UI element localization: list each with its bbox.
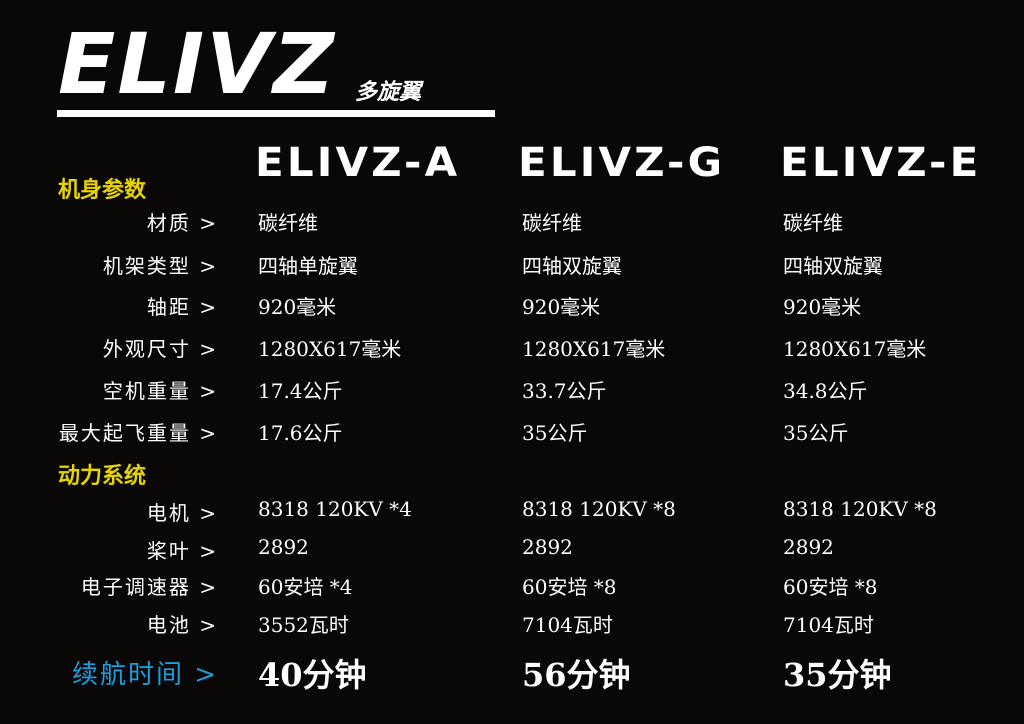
spec-label: 电子调速器 > [80, 575, 218, 599]
spec-value: 920毫米 [522, 295, 601, 319]
spec-value: 四轴双旋翼 [522, 254, 622, 278]
model-title-e: ELIVZ-E [780, 140, 982, 186]
header-divider [57, 110, 495, 117]
spec-label: 电机 > [146, 501, 218, 525]
model-title-g: ELIVZ-G [518, 140, 726, 186]
spec-label: 空机重量 > [102, 379, 218, 403]
spec-value: 920毫米 [258, 295, 337, 319]
spec-value: 60安培 *8 [522, 575, 617, 599]
spec-value: 920毫米 [783, 295, 862, 319]
brand-logo: ELIVZ [58, 15, 337, 113]
spec-value: 1280X617毫米 [258, 337, 402, 361]
spec-label: 材质 > [146, 211, 218, 235]
spec-value: 2892 [522, 535, 573, 559]
spec-label: 最大起飞重量 > [58, 421, 218, 445]
spec-value: 34.8公斤 [783, 379, 868, 403]
spec-value: 60安培 *4 [258, 575, 353, 599]
spec-value: 1280X617毫米 [522, 337, 666, 361]
spec-value: 35分钟 [783, 656, 892, 694]
spec-value: 17.6公斤 [258, 421, 343, 445]
spec-value: 2892 [258, 535, 309, 559]
section-body-params: 机身参数 [58, 177, 147, 203]
spec-value: 四轴双旋翼 [783, 254, 883, 278]
spec-value: 40分钟 [258, 656, 367, 694]
spec-value: 1280X617毫米 [783, 337, 927, 361]
spec-value: 8318 120KV *8 [522, 497, 676, 521]
spec-value: 8318 120KV *4 [258, 497, 412, 521]
spec-value: 7104瓦时 [783, 613, 874, 637]
spec-label: 机架类型 > [102, 254, 218, 278]
spec-label: 轴距 > [146, 295, 218, 319]
spec-value: 60安培 *8 [783, 575, 878, 599]
section-power-system: 动力系统 [58, 463, 147, 489]
spec-value: 四轴单旋翼 [258, 254, 358, 278]
spec-value: 35公斤 [522, 421, 588, 445]
spec-value: 17.4公斤 [258, 379, 343, 403]
spec-value: 2892 [783, 535, 834, 559]
spec-value: 碳纤维 [258, 211, 318, 235]
spec-value: 33.7公斤 [522, 379, 607, 403]
spec-label: 桨叶 > [146, 539, 218, 563]
spec-value: 3552瓦时 [258, 613, 349, 637]
spec-value: 35公斤 [783, 421, 849, 445]
brand-subtitle: 多旋翼 [355, 80, 422, 105]
spec-value: 碳纤维 [522, 211, 582, 235]
spec-value: 8318 120KV *8 [783, 497, 937, 521]
model-title-a: ELIVZ-A [255, 140, 461, 186]
spec-label: 外观尺寸 > [102, 337, 218, 361]
spec-label: 电池 > [146, 613, 218, 637]
spec-value: 56分钟 [522, 656, 631, 694]
spec-value: 碳纤维 [783, 211, 843, 235]
spec-label: 续航时间 > [71, 660, 218, 690]
spec-value: 7104瓦时 [522, 613, 613, 637]
